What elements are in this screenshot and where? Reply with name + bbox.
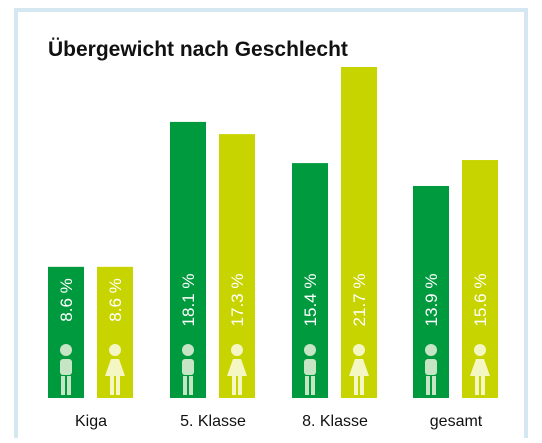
value-label: 17.3 %: [228, 274, 247, 327]
icon-leg: [426, 376, 430, 395]
boy-icon: [60, 344, 72, 395]
icon-head: [304, 344, 316, 356]
boy-icon: [182, 344, 194, 395]
icon-body: [304, 359, 316, 375]
value-label: 21.7 %: [350, 274, 369, 327]
value-label: 13.9 %: [422, 274, 441, 327]
bar: [97, 266, 133, 398]
icon-body: [227, 359, 247, 376]
bar: [170, 121, 206, 398]
bar: [219, 134, 255, 398]
icon-body: [470, 359, 490, 376]
value-label: 15.6 %: [471, 274, 490, 327]
icon-leg: [475, 376, 479, 395]
value-label: 8.6 %: [57, 278, 76, 321]
icon-leg: [360, 376, 364, 395]
icon-head: [60, 344, 72, 356]
icon-body: [105, 359, 125, 376]
x-tick-label: 5. Klasse: [180, 413, 246, 430]
icon-head: [231, 344, 243, 356]
value-label: 8.6 %: [106, 278, 125, 321]
icon-leg: [67, 376, 71, 395]
x-tick-label: 8. Klasse: [302, 413, 368, 430]
icon-leg: [110, 376, 114, 395]
icon-leg: [183, 376, 187, 395]
icon-leg: [305, 376, 309, 395]
bar: [292, 163, 328, 398]
girl-icon: [105, 344, 125, 395]
chart-title: Übergewicht nach Geschlecht: [48, 38, 348, 61]
girl-icon: [349, 344, 369, 395]
icon-body: [60, 359, 72, 375]
icon-leg: [61, 376, 65, 395]
icon-head: [425, 344, 437, 356]
icon-leg: [116, 376, 120, 395]
icon-leg: [311, 376, 315, 395]
icon-leg: [432, 376, 436, 395]
icon-head: [182, 344, 194, 356]
icon-leg: [481, 376, 485, 395]
icon-head: [109, 344, 121, 356]
icon-body: [425, 359, 437, 375]
bar: [341, 67, 377, 398]
girl-icon: [470, 344, 490, 395]
x-tick-label: Kiga: [75, 413, 107, 430]
girl-icon: [227, 344, 247, 395]
frame: [14, 8, 528, 443]
icon-head: [474, 344, 486, 356]
icon-leg: [238, 376, 242, 395]
boy-icon: [425, 344, 437, 395]
icon-leg: [189, 376, 193, 395]
icon-leg: [354, 376, 358, 395]
icon-body: [182, 359, 194, 375]
value-label: 15.4 %: [301, 274, 320, 327]
boy-icon: [304, 344, 316, 395]
icon-head: [353, 344, 365, 356]
bar: [462, 160, 498, 398]
icon-leg: [232, 376, 236, 395]
x-tick-label: gesamt: [430, 413, 483, 430]
bar: [48, 266, 84, 398]
value-label: 18.1 %: [179, 274, 198, 327]
icon-body: [349, 359, 369, 376]
